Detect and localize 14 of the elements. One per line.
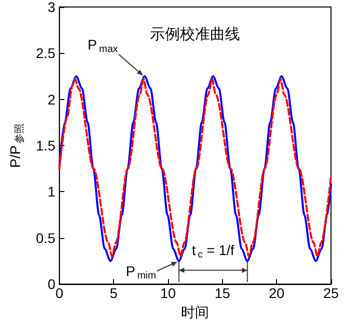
y-tick-label: 2.5 <box>36 45 56 62</box>
y-tick-label: 2 <box>48 91 56 108</box>
x-tick-label: 20 <box>268 285 285 302</box>
x-tick-label: 5 <box>110 285 118 302</box>
text: 示例校准曲线 <box>150 26 240 43</box>
x-tick-label: 15 <box>214 285 230 302</box>
y-tick-label: 3 <box>48 0 56 15</box>
y-tick-label: 1 <box>48 184 56 200</box>
x-tick-label: 10 <box>160 285 176 302</box>
x-tick-label: 25 <box>323 285 339 302</box>
y-axis-title: P/P参照 <box>7 123 26 168</box>
x-axis-title: 时间 <box>181 304 210 320</box>
y-tick-label: 0.5 <box>36 230 56 246</box>
y-tick-label: 1.5 <box>36 138 56 154</box>
